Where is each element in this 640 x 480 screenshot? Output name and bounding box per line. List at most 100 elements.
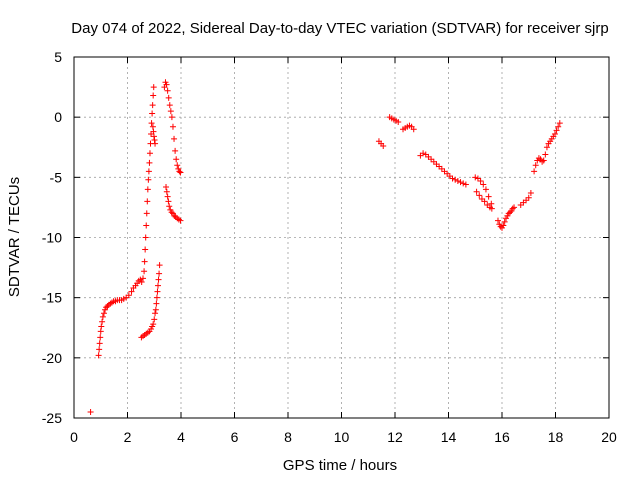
data-point <box>167 108 174 115</box>
x-tick-label: 16 <box>494 429 510 445</box>
x-tick-label: 18 <box>548 429 564 445</box>
data-point <box>477 177 484 184</box>
data-point <box>150 84 157 91</box>
data-point <box>156 270 163 277</box>
y-axis-label: SDTVAR / TECUs <box>6 177 23 297</box>
data-point <box>476 192 483 199</box>
data-point <box>152 310 159 317</box>
y-tick-labels: 5 0 -5 -10 -15 -20 -25 <box>42 49 62 426</box>
data-point <box>141 258 148 265</box>
data-point <box>125 292 132 299</box>
series-segment-m <box>517 189 534 209</box>
data-point <box>97 334 104 341</box>
data-point <box>553 127 560 134</box>
data-point <box>168 209 175 216</box>
data-point <box>488 205 495 212</box>
data-point <box>143 210 150 217</box>
x-tick-label: 8 <box>284 429 292 445</box>
data-point <box>460 180 467 187</box>
x-tick-labels: 0 2 4 6 8 10 12 14 16 18 20 <box>70 429 617 445</box>
x-tick-label: 12 <box>387 429 403 445</box>
data-point <box>168 114 175 121</box>
data-point <box>149 123 156 130</box>
data-point <box>97 328 104 335</box>
series-segment-a <box>95 84 157 359</box>
data-point <box>473 188 480 195</box>
y-tick-label: -5 <box>50 169 63 185</box>
data-point <box>145 168 152 175</box>
y-tick-label: -25 <box>42 410 62 426</box>
data-point <box>142 234 149 241</box>
y-tick-label: -15 <box>42 290 62 306</box>
data-point <box>454 177 461 184</box>
data-point <box>462 181 469 188</box>
data-point <box>501 218 508 225</box>
data-point <box>177 217 184 224</box>
data-point <box>140 275 147 282</box>
data-point <box>166 102 173 109</box>
series-segment-h <box>400 122 417 133</box>
series-segment-j <box>472 174 495 207</box>
x-tick-label: 0 <box>70 429 78 445</box>
data-point <box>542 151 549 158</box>
data-point <box>511 204 518 211</box>
data-point <box>156 262 163 269</box>
x-tick-label: 2 <box>124 429 132 445</box>
series-isolated <box>87 408 94 415</box>
data-point <box>531 168 538 175</box>
series-segment-i <box>417 150 469 188</box>
data-point <box>144 198 151 205</box>
data-point <box>143 222 150 229</box>
x-tick-label: 20 <box>601 429 617 445</box>
data-point <box>163 188 170 195</box>
data-point <box>380 143 387 150</box>
data-point <box>177 169 184 176</box>
data-point <box>410 126 417 133</box>
series-segment-k <box>473 188 495 212</box>
data-points <box>87 79 563 415</box>
data-point <box>420 150 427 157</box>
data-point <box>149 102 156 109</box>
data-point <box>540 157 547 164</box>
data-point <box>532 162 539 169</box>
x-tick-label: 6 <box>231 429 239 445</box>
data-point <box>481 198 488 205</box>
series-segment-c <box>138 262 163 341</box>
data-point <box>141 268 148 275</box>
data-point <box>151 137 158 144</box>
data-point <box>482 186 489 193</box>
data-point <box>99 318 106 325</box>
data-point <box>149 110 156 117</box>
data-point <box>449 175 456 182</box>
data-point <box>142 246 149 253</box>
data-point <box>488 200 495 207</box>
data-point <box>153 300 160 307</box>
data-point <box>485 193 492 200</box>
series-segment-b <box>149 123 159 147</box>
data-point <box>128 288 135 295</box>
data-point <box>165 198 172 205</box>
data-point <box>145 176 152 183</box>
data-point <box>150 133 157 140</box>
data-point <box>494 217 501 224</box>
data-point <box>171 135 178 142</box>
grid <box>74 57 609 418</box>
data-point <box>151 316 158 323</box>
data-point <box>497 223 504 230</box>
data-point <box>96 340 103 347</box>
data-point <box>152 140 159 147</box>
data-point <box>100 310 107 317</box>
data-point <box>527 189 534 196</box>
series-segment-n <box>531 120 563 175</box>
data-point <box>457 179 464 186</box>
data-point <box>173 156 180 163</box>
data-point <box>395 118 402 125</box>
axis-ticks <box>73 56 610 419</box>
data-point <box>164 193 171 200</box>
y-tick-label: 5 <box>54 49 62 65</box>
data-point <box>555 123 562 130</box>
x-tick-label: 4 <box>177 429 185 445</box>
chart-title: Day 074 of 2022, Sidereal Day-to-day VTE… <box>71 20 608 37</box>
data-point <box>153 294 160 301</box>
